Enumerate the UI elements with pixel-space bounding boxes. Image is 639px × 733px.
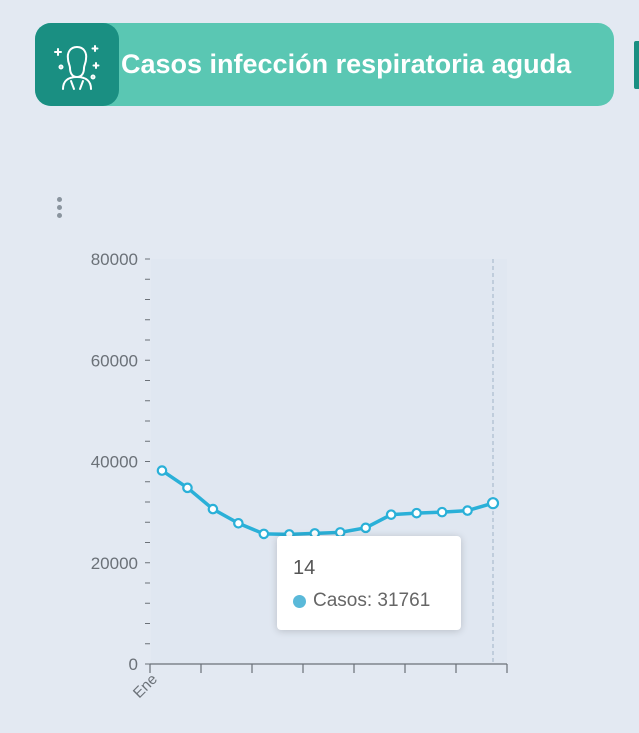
- menu-dot: [56, 204, 62, 210]
- page-title: Casos infección respiratoria aguda: [121, 49, 572, 79]
- y-tick-label: 60000: [91, 351, 138, 370]
- tooltip-value: 31761: [377, 590, 431, 611]
- doctor-sparkle-icon: [35, 23, 119, 106]
- more-vertical-icon[interactable]: [50, 192, 68, 222]
- data-point: [156, 465, 168, 476]
- data-point: [207, 503, 219, 515]
- menu-dot: [56, 196, 62, 202]
- tooltip-row: Casos: 31761: [293, 590, 430, 612]
- data-point: [258, 528, 270, 540]
- tooltip-title: 14: [293, 557, 316, 579]
- data-point: [233, 517, 244, 529]
- data-point: [436, 506, 448, 518]
- chart-tooltip: 14 Casos: 31761: [277, 536, 461, 630]
- data-point: [462, 505, 473, 516]
- header-banner: Casos infección respiratoria aguda: [35, 23, 614, 106]
- tooltip-separator: :: [366, 590, 378, 611]
- data-point: [411, 507, 422, 519]
- data-point: [486, 497, 500, 510]
- data-point: [182, 482, 193, 494]
- tooltip-series-label: Casos: [313, 590, 367, 611]
- tooltip-series-dot: [293, 594, 306, 608]
- x-tick-label: Ene: [130, 671, 161, 702]
- y-tick-label: 40000: [91, 453, 138, 472]
- y-tick-label: 20000: [91, 554, 138, 573]
- y-tick-label: 0: [129, 655, 138, 674]
- y-tick-label: 80000: [91, 250, 138, 269]
- data-point: [385, 509, 397, 520]
- edge-tab[interactable]: [634, 41, 639, 89]
- menu-dot: [56, 212, 62, 218]
- data-point: [360, 522, 371, 534]
